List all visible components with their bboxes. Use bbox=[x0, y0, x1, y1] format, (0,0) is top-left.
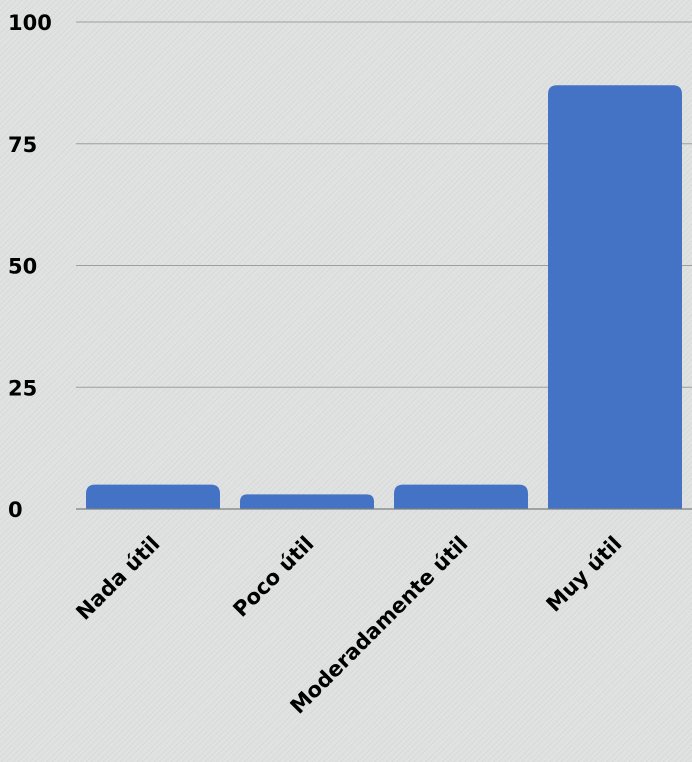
x-category-label: Muy útil bbox=[542, 532, 627, 617]
x-category-label: Nada útil bbox=[71, 532, 164, 625]
y-tick-label: 100 bbox=[8, 11, 52, 35]
y-tick-label: 75 bbox=[8, 133, 37, 157]
bar-2 bbox=[394, 484, 528, 509]
y-axis-tick-labels: 0 25 50 75 100 bbox=[8, 11, 52, 522]
y-tick-label: 0 bbox=[8, 498, 23, 522]
bar-0 bbox=[86, 484, 220, 509]
x-category-label: Poco útil bbox=[228, 532, 318, 622]
bar-1 bbox=[240, 494, 374, 509]
bar-3 bbox=[548, 85, 682, 509]
bars bbox=[86, 85, 682, 509]
y-tick-label: 25 bbox=[8, 376, 37, 400]
y-tick-label: 50 bbox=[8, 255, 37, 279]
x-category-label: Moderadamente útil bbox=[286, 532, 473, 719]
